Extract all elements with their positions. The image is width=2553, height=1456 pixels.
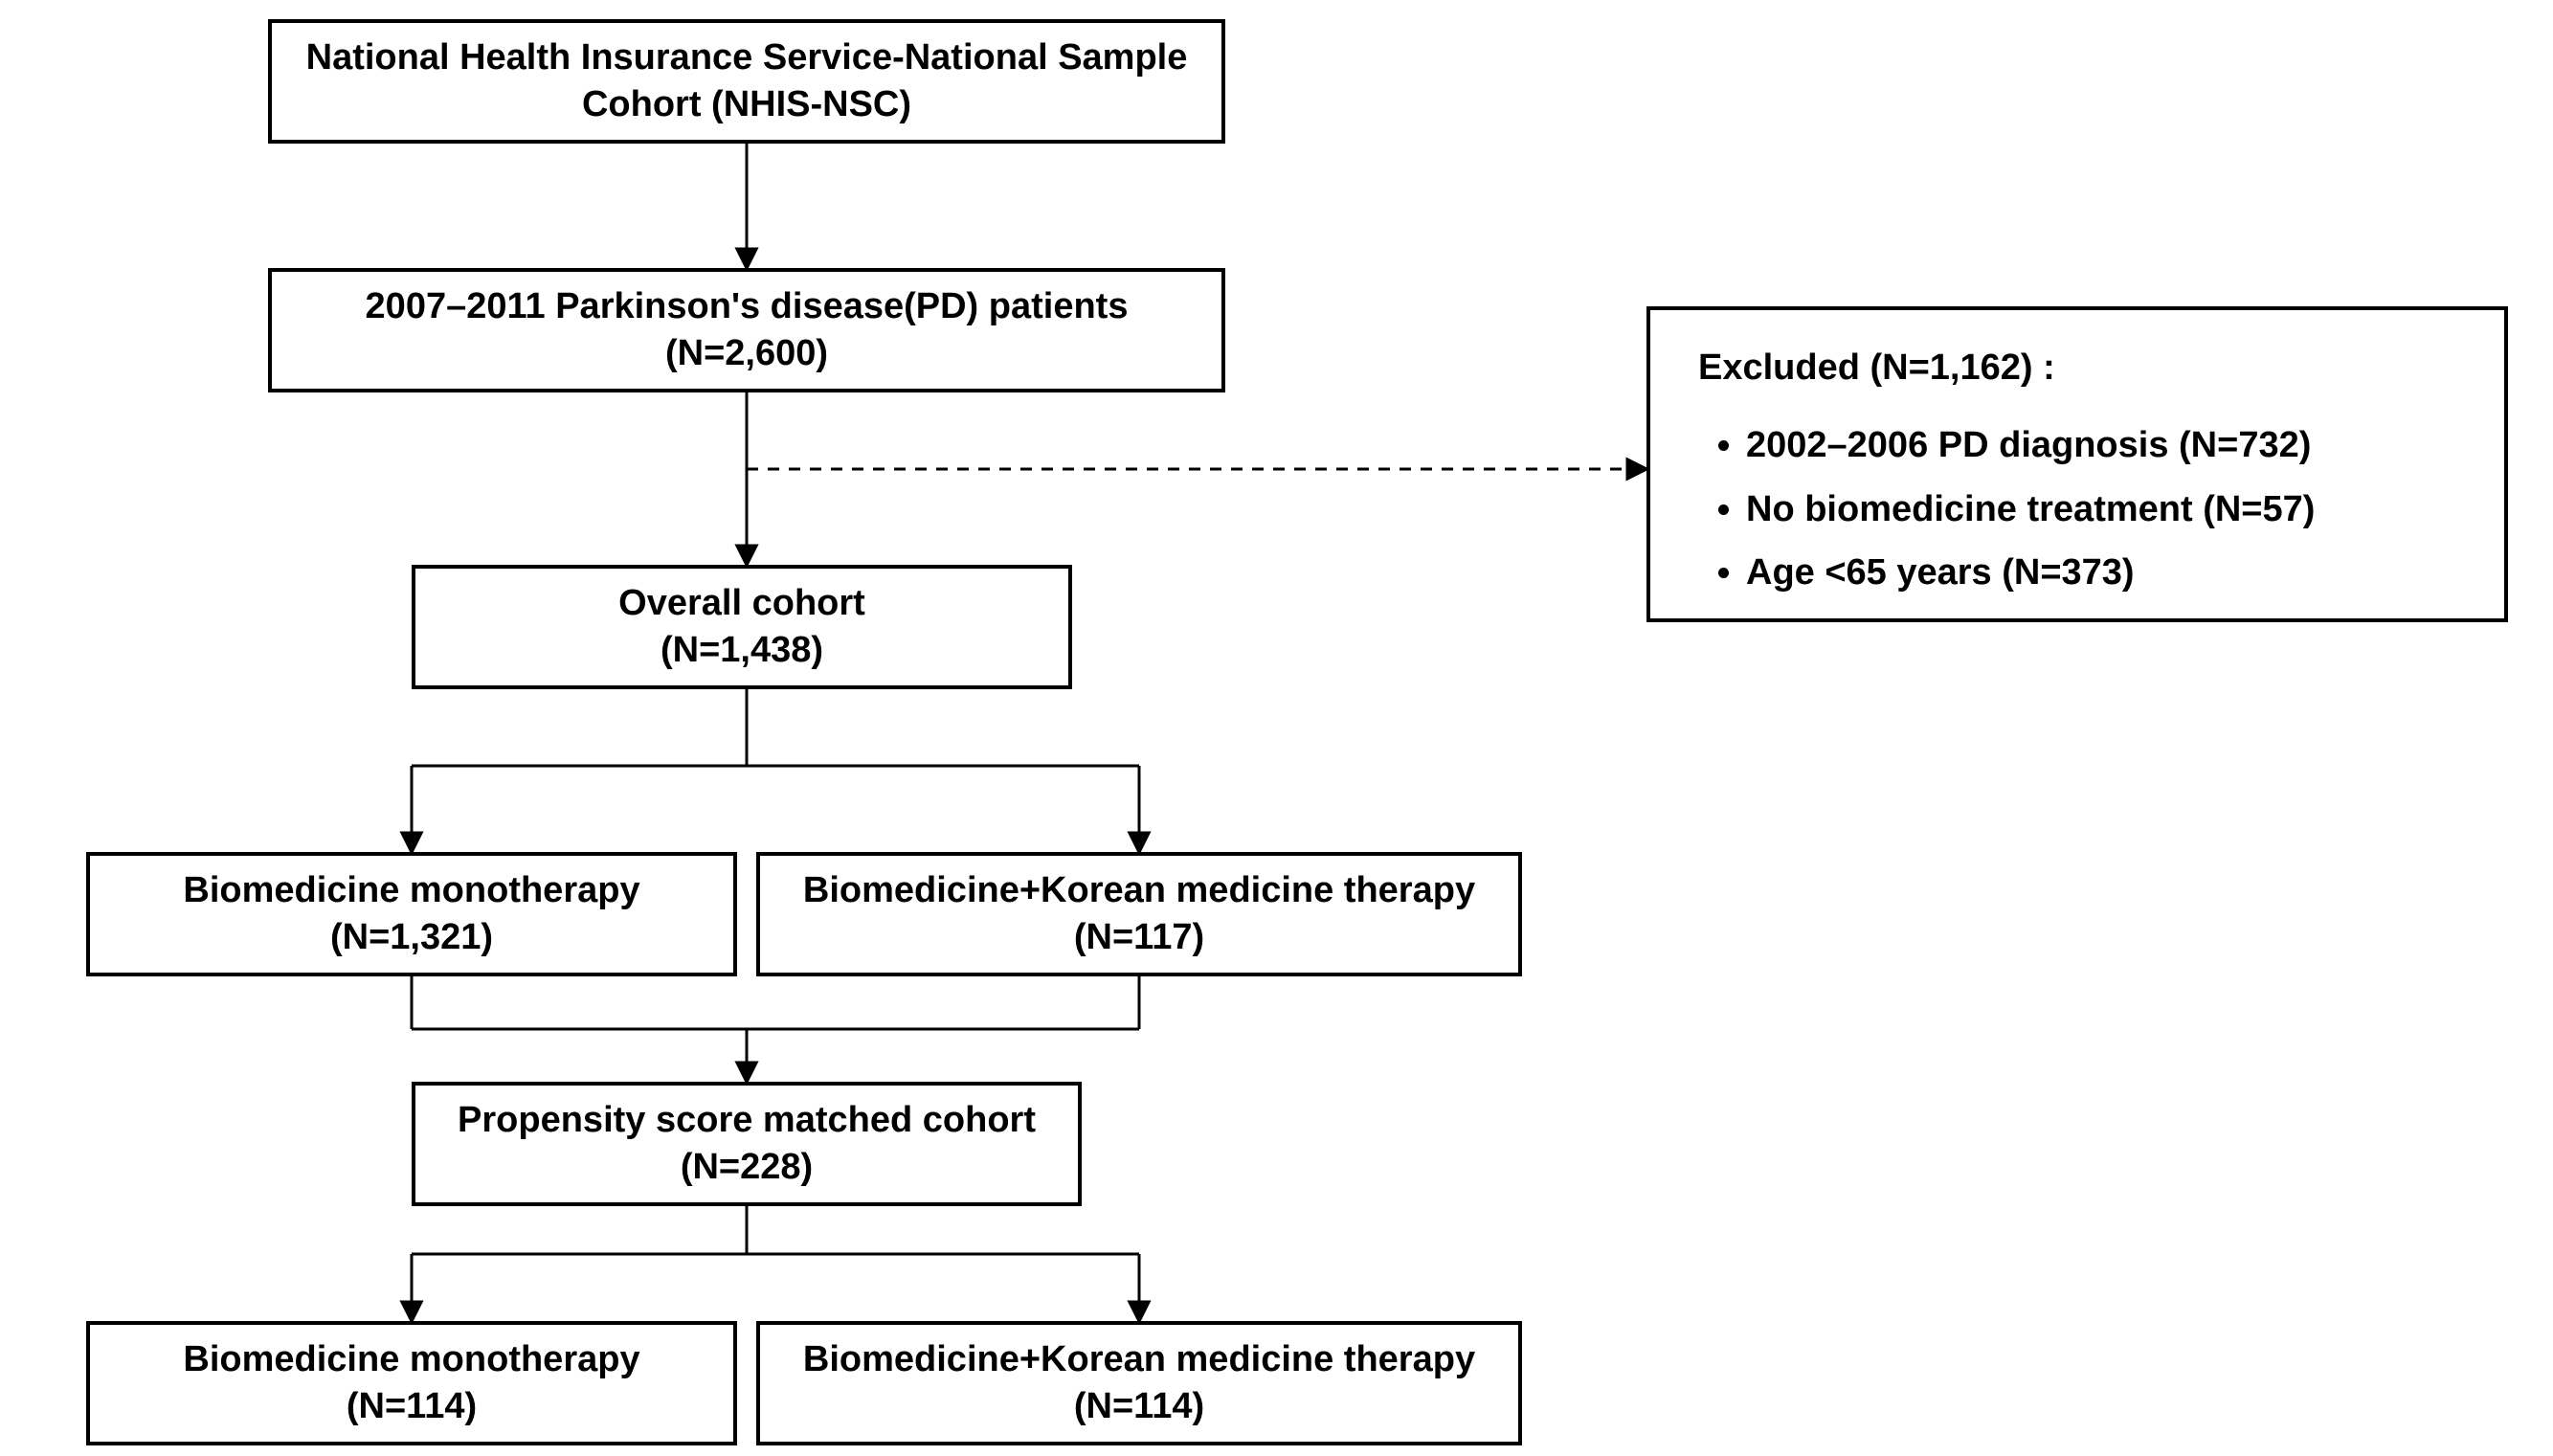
- node-line1: Overall cohort: [618, 580, 865, 627]
- node-nhis-nsc: National Health Insurance Service-Nation…: [268, 19, 1225, 144]
- node-line1: National Health Insurance Service-Nation…: [306, 34, 1188, 81]
- connectors-svg: [0, 0, 2553, 1456]
- node-biomedicine-korean-2: Biomedicine+Korean medicine therapy (N=1…: [756, 1321, 1522, 1445]
- node-line2: (N=228): [681, 1144, 813, 1191]
- node-line2: (N=114): [347, 1383, 477, 1430]
- node-line1: 2007–2011 Parkinson's disease(PD) patien…: [366, 283, 1129, 330]
- node-line2: (N=114): [1074, 1383, 1204, 1430]
- node-line1: Biomedicine+Korean medicine therapy: [803, 1336, 1475, 1383]
- excluded-heading: Excluded (N=1,162) :: [1698, 339, 2466, 397]
- node-line2: (N=117): [1074, 914, 1204, 961]
- node-line1: Propensity score matched cohort: [458, 1097, 1036, 1144]
- node-biomedicine-korean-1: Biomedicine+Korean medicine therapy (N=1…: [756, 852, 1522, 976]
- node-line1: Biomedicine+Korean medicine therapy: [803, 867, 1475, 914]
- excluded-item: Age <65 years (N=373): [1746, 544, 2466, 602]
- node-line2: (N=1,438): [661, 627, 823, 674]
- node-line2: (N=2,600): [665, 330, 828, 377]
- node-line2: Cohort (NHIS-NSC): [582, 81, 911, 128]
- node-psm-cohort: Propensity score matched cohort (N=228): [412, 1082, 1082, 1206]
- node-biomedicine-mono-2: Biomedicine monotherapy (N=114): [86, 1321, 737, 1445]
- node-pd-patients: 2007–2011 Parkinson's disease(PD) patien…: [268, 268, 1225, 392]
- flowchart-canvas: National Health Insurance Service-Nation…: [0, 0, 2553, 1456]
- excluded-item: No biomedicine treatment (N=57): [1746, 481, 2466, 539]
- node-line2: (N=1,321): [330, 914, 493, 961]
- excluded-list: 2002–2006 PD diagnosis (N=732) No biomed…: [1698, 416, 2466, 602]
- node-line1: Biomedicine monotherapy: [183, 867, 639, 914]
- node-excluded: Excluded (N=1,162) : 2002–2006 PD diagno…: [1646, 306, 2508, 622]
- node-line1: Biomedicine monotherapy: [183, 1336, 639, 1383]
- excluded-item: 2002–2006 PD diagnosis (N=732): [1746, 416, 2466, 475]
- node-overall-cohort: Overall cohort (N=1,438): [412, 565, 1072, 689]
- node-biomedicine-mono-1: Biomedicine monotherapy (N=1,321): [86, 852, 737, 976]
